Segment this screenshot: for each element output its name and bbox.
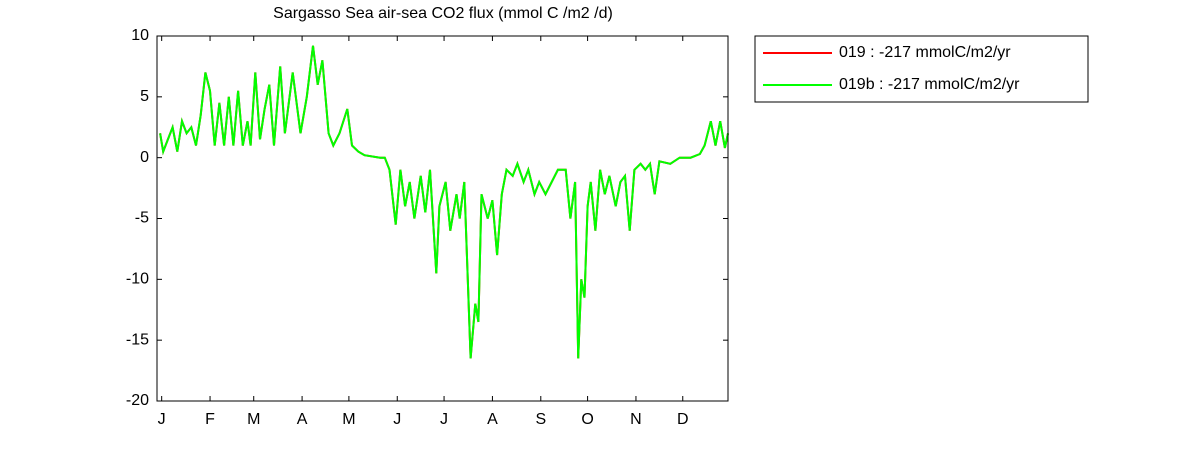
plot-area [157,36,728,401]
y-tick-label: -20 [126,392,149,409]
x-tick-label: F [205,411,215,428]
y-tick-label: 10 [131,27,149,44]
legend-label: 019 : -217 mmolC/m2/yr [839,44,1011,61]
y-tick-label: -10 [126,271,149,288]
x-tick-label: D [677,411,689,428]
x-tick-label: N [630,411,642,428]
x-tick-label: J [158,411,166,428]
legend-box [754,35,1089,103]
x-tick-label: M [342,411,355,428]
y-tick-label: -5 [135,210,149,227]
x-tick-label: A [297,411,308,428]
axes-box [156,35,729,402]
x-tick-label: M [247,411,260,428]
x-tick-label: A [487,411,498,428]
data-line [159,45,729,359]
y-tick-label: -15 [126,331,149,348]
x-tick-label: J [393,411,401,428]
x-tick-label: S [535,411,546,428]
legend-label: 019b : -217 mmolC/m2/yr [839,76,1020,93]
y-tick-label: 5 [140,88,149,105]
chart-title: Sargasso Sea air-sea CO2 flux (mmol C /m… [273,5,613,22]
y-tick-label: 0 [140,149,149,166]
x-tick-label: O [581,411,593,428]
x-tick-label: J [440,411,448,428]
